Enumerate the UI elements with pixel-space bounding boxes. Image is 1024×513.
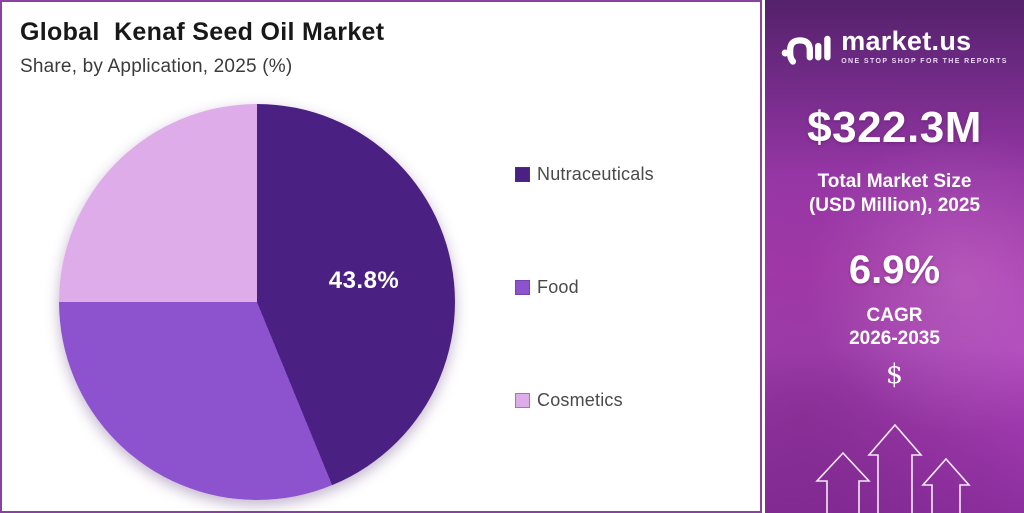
legend-swatch-icon [515,393,530,408]
legend-swatch-icon [515,167,530,182]
legend-swatch-icon [515,280,530,295]
legend-item-nutraceuticals: Nutraceuticals [515,164,654,185]
legend-label: Nutraceuticals [537,164,654,184]
legend-item-food: Food [515,277,654,298]
total-market-size-value: $322.3M [807,103,982,152]
chart-panel: Global Kenaf Seed Oil Market Share, by A… [0,0,762,513]
brand-sidebar: market.us ONE STOP SHOP FOR THE REPORTS … [765,0,1024,513]
chart-legend: Nutraceuticals Food Cosmetics [515,164,654,503]
total-market-size-label: Total Market Size (USD Million), 2025 [808,171,981,216]
legend-label: Food [537,277,579,297]
growth-arrows-icon [815,423,971,513]
pie-chart: 43.8% [59,104,455,500]
chart-subtitle: Share, by Application, 2025 (%) [20,56,293,77]
brand-header: market.us ONE STOP SHOP FOR THE REPORTS [765,26,1024,66]
pie-slice-data-label: 43.8% [328,267,400,294]
legend-label: Cosmetics [537,390,623,410]
legend-item-cosmetics: Cosmetics [515,390,654,411]
cagr-value: 6.9% [848,247,941,292]
brand-name: market.us [841,25,972,56]
brand-tagline: ONE STOP SHOP FOR THE REPORTS [841,57,1008,65]
market-us-logo-icon [781,35,831,65]
dollar-icon: $ [885,359,904,390]
cagr-label: CAGR 2026-2035 [849,304,940,350]
page-title: Global Kenaf Seed Oil Market [20,18,385,46]
